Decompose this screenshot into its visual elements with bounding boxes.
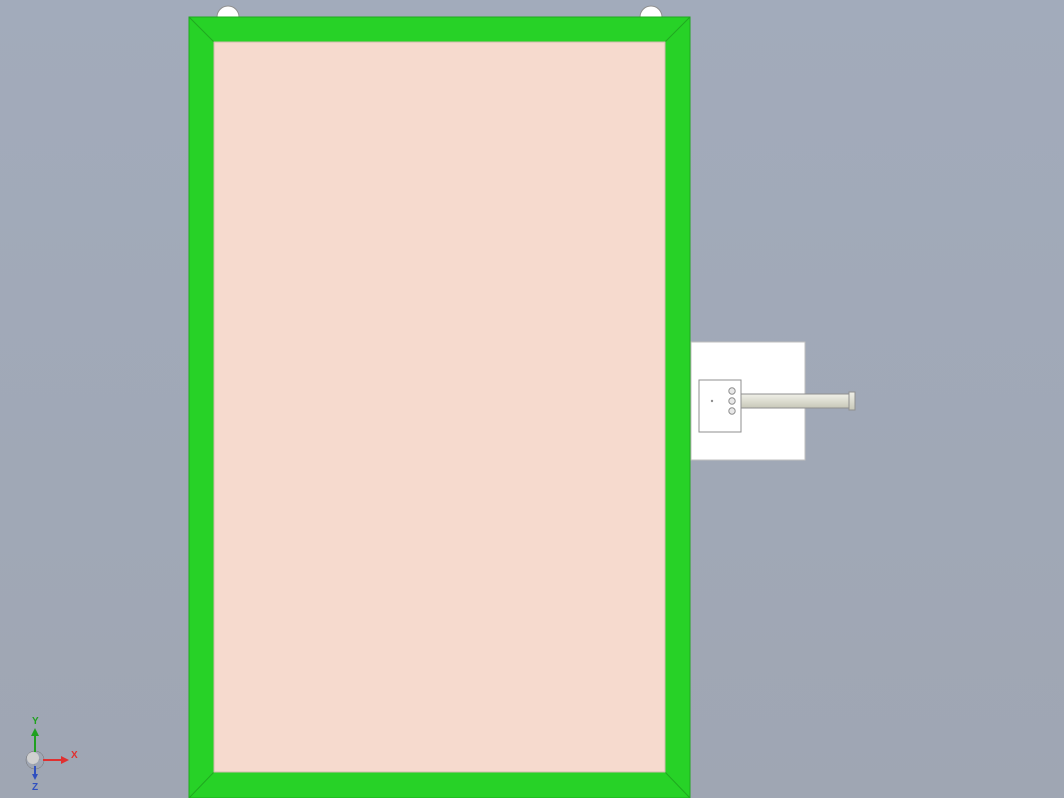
inner-hole-3 — [729, 408, 735, 414]
triad-y-label: Y — [32, 716, 39, 727]
inner-panel — [214, 42, 665, 772]
cad-viewport[interactable]: X Y Z — [0, 0, 1064, 798]
rod-end-cap — [849, 392, 855, 410]
cad-canvas-svg: X Y Z — [0, 0, 1064, 798]
triad-z-label: Z — [32, 782, 38, 793]
inner-hole-1 — [729, 388, 735, 394]
rod-shaft — [741, 394, 853, 408]
triad-origin-highlight — [27, 752, 39, 764]
inner-dot — [711, 400, 713, 402]
inner-hole-2 — [729, 398, 735, 404]
triad-x-label: X — [71, 750, 78, 761]
inner-plate — [699, 380, 741, 432]
